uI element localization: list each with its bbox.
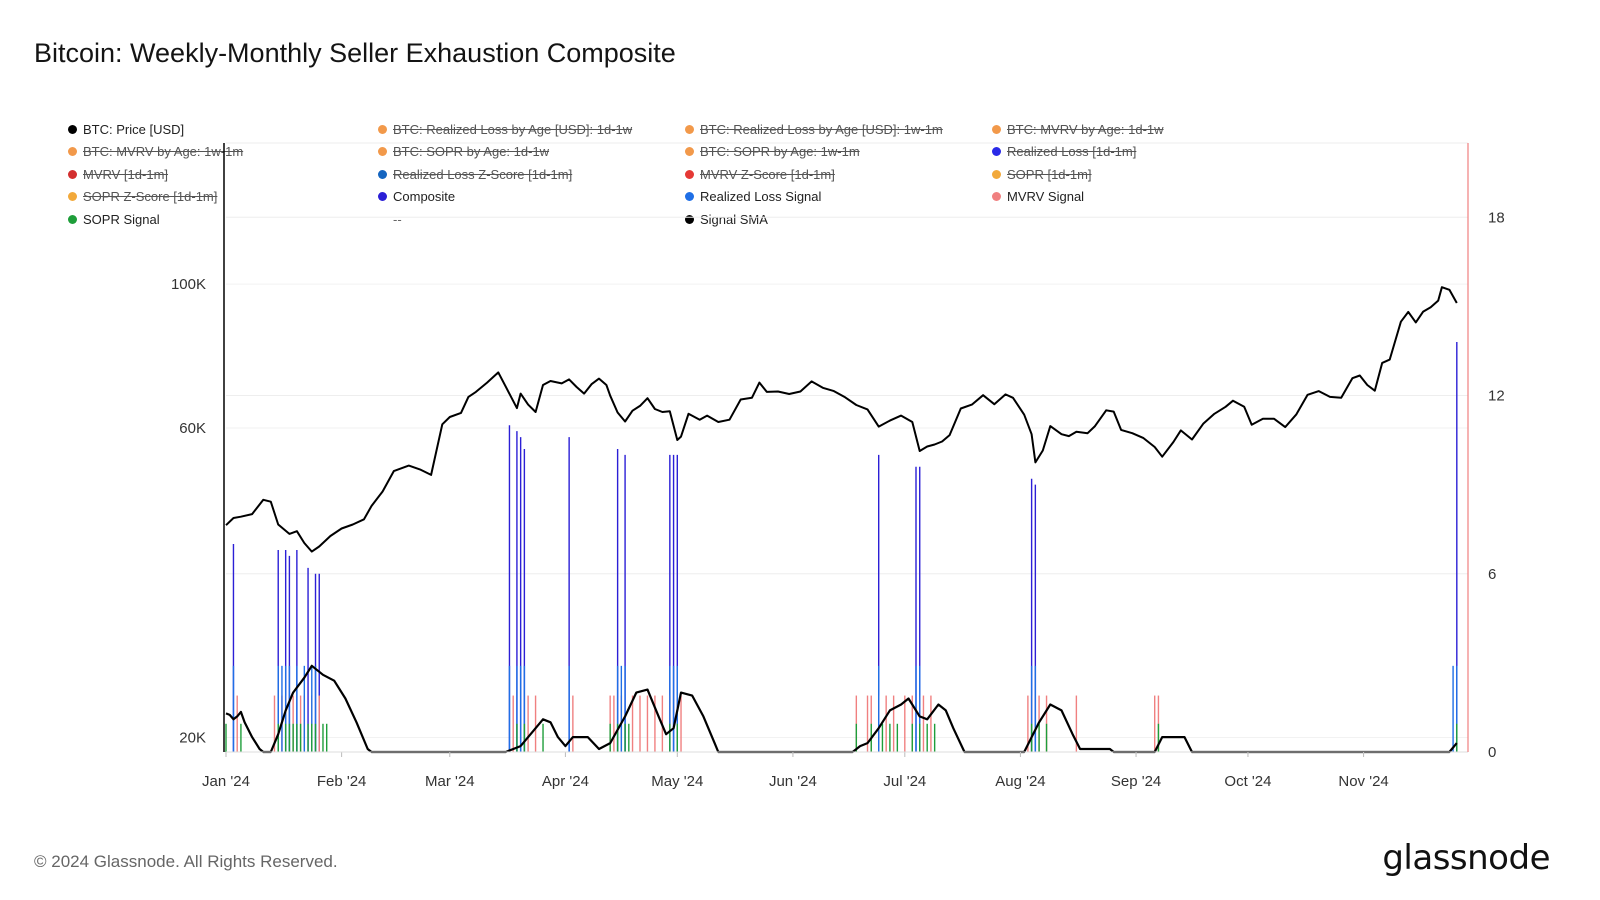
legend-label: BTC: Realized Loss by Age [USD]: 1w-1m xyxy=(700,122,943,137)
x-tick-label: Sep '24 xyxy=(1111,773,1161,790)
legend-label: BTC: MVRV by Age: 1w-1m xyxy=(83,144,244,160)
legend-item[interactable]: Realized Loss [1d-1m] xyxy=(992,144,1136,159)
x-tick-label: Aug '24 xyxy=(995,773,1045,790)
legend-swatch xyxy=(68,169,77,179)
legend-item[interactable]: SOPR Z-Score [1d-1m] xyxy=(68,189,217,204)
legend-swatch xyxy=(685,125,694,134)
legend-item[interactable]: MVRV Signal xyxy=(992,189,1084,204)
y-right-tick-label: 0 xyxy=(1488,744,1496,761)
legend-label: Realized Loss [1d-1m] xyxy=(1007,144,1137,160)
x-tick-label: Nov '24 xyxy=(1338,773,1388,790)
x-tick-label: Apr '24 xyxy=(542,773,589,790)
btc-price-line xyxy=(225,286,1458,553)
legend-swatch xyxy=(68,192,77,202)
y-right-tick-label: 12 xyxy=(1488,388,1505,405)
chart-title: Bitcoin: Weekly-Monthly Seller Exhaustio… xyxy=(34,38,676,68)
glassnode-logo: glassnode xyxy=(1382,838,1550,878)
x-tick-label: Feb '24 xyxy=(317,773,367,790)
legend-label: SOPR Z-Score [1d-1m] xyxy=(83,189,218,205)
legend-item[interactable]: BTC: MVRV by Age: 1d-1w xyxy=(992,122,1164,137)
composite-bars xyxy=(232,342,1458,752)
legend-swatch xyxy=(992,192,1001,202)
legend-swatch xyxy=(68,125,77,134)
legend-label: BTC: SOPR by Age: 1d-1w xyxy=(393,144,550,160)
legend-label: SOPR [1d-1m] xyxy=(1007,166,1092,182)
legend-item[interactable]: -- xyxy=(378,212,402,227)
legend-swatch xyxy=(685,147,694,157)
legend-item[interactable]: BTC: MVRV by Age: 1w-1m xyxy=(68,144,243,159)
y-left-tick-label: 20K xyxy=(179,730,206,747)
legend-item[interactable]: BTC: Price [USD] xyxy=(68,122,184,137)
legend-label: BTC: MVRV by Age: 1d-1w xyxy=(1007,122,1164,137)
x-tick-label: May '24 xyxy=(651,773,703,790)
legend-label: BTC: SOPR by Age: 1w-1m xyxy=(700,144,860,160)
y-left-tick-label: 60K xyxy=(179,420,206,437)
legend-item[interactable]: MVRV Z-Score [1d-1m] xyxy=(685,167,835,182)
y-right-tick-label: 18 xyxy=(1488,209,1505,226)
legend-label: -- xyxy=(393,211,402,227)
x-tick-label: Jan '24 xyxy=(202,773,250,790)
y-left-tick-label: 100K xyxy=(171,276,206,293)
legend-swatch xyxy=(992,125,1001,134)
x-tick-label: Oct '24 xyxy=(1224,773,1271,790)
legend-swatch xyxy=(992,169,1001,179)
legend-item[interactable]: BTC: SOPR by Age: 1d-1w xyxy=(378,144,549,159)
legend-swatch xyxy=(68,214,77,224)
legend-label: Composite xyxy=(393,189,456,205)
legend-label: BTC: Price [USD] xyxy=(83,122,185,137)
y-right-tick-label: 6 xyxy=(1488,566,1496,583)
grid-lines xyxy=(226,142,1468,753)
signal-bars xyxy=(225,665,1458,752)
series-lines xyxy=(225,286,1458,754)
x-tick-label: Jun '24 xyxy=(769,773,817,790)
legend-swatch xyxy=(685,214,694,224)
legend-item[interactable]: Realized Loss Signal xyxy=(685,189,821,204)
legend-item[interactable]: BTC: Realized Loss by Age [USD]: 1w-1m xyxy=(685,122,943,137)
legend-label: MVRV Z-Score [1d-1m] xyxy=(700,166,835,182)
x-tick-label: Jul '24 xyxy=(883,773,926,790)
legend-item[interactable]: MVRV [1d-1m] xyxy=(68,167,168,182)
legend-swatch xyxy=(68,147,77,157)
legend-swatch xyxy=(685,169,694,179)
legend-label: Signal SMA xyxy=(700,211,768,227)
legend-label: BTC: Realized Loss by Age [USD]: 1d-1w xyxy=(393,122,633,137)
legend-swatch xyxy=(378,125,387,134)
x-tick-label: Mar '24 xyxy=(425,773,475,790)
legend-item[interactable]: SOPR Signal xyxy=(68,212,160,227)
legend-label: MVRV Signal xyxy=(1007,189,1085,205)
legend-swatch xyxy=(992,147,1001,157)
legend-label: Realized Loss Signal xyxy=(700,189,822,205)
legend-swatch xyxy=(378,147,387,157)
legend-item[interactable]: Signal SMA xyxy=(685,212,768,227)
legend-swatch xyxy=(378,192,387,202)
legend-label: MVRV [1d-1m] xyxy=(83,166,169,182)
legend-item[interactable]: BTC: SOPR by Age: 1w-1m xyxy=(685,144,860,159)
legend-label: SOPR Signal xyxy=(83,211,160,227)
legend-item[interactable]: SOPR [1d-1m] xyxy=(992,167,1092,182)
legend-swatch xyxy=(685,192,694,202)
copyright-footer: © 2024 Glassnode. All Rights Reserved. xyxy=(34,852,338,871)
signal-sma-line xyxy=(225,664,1458,754)
legend-swatch xyxy=(378,169,387,179)
legend-item[interactable]: BTC: Realized Loss by Age [USD]: 1d-1w xyxy=(378,122,632,137)
legend-item[interactable]: Realized Loss Z-Score [1d-1m] xyxy=(378,167,572,182)
axes: Jan '24 Feb '24 Mar '24 Apr '24 May '24 Jun '… xyxy=(171,143,1505,790)
legend-item[interactable]: Composite xyxy=(378,189,455,204)
legend-label: Realized Loss Z-Score [1d-1m] xyxy=(393,166,573,182)
